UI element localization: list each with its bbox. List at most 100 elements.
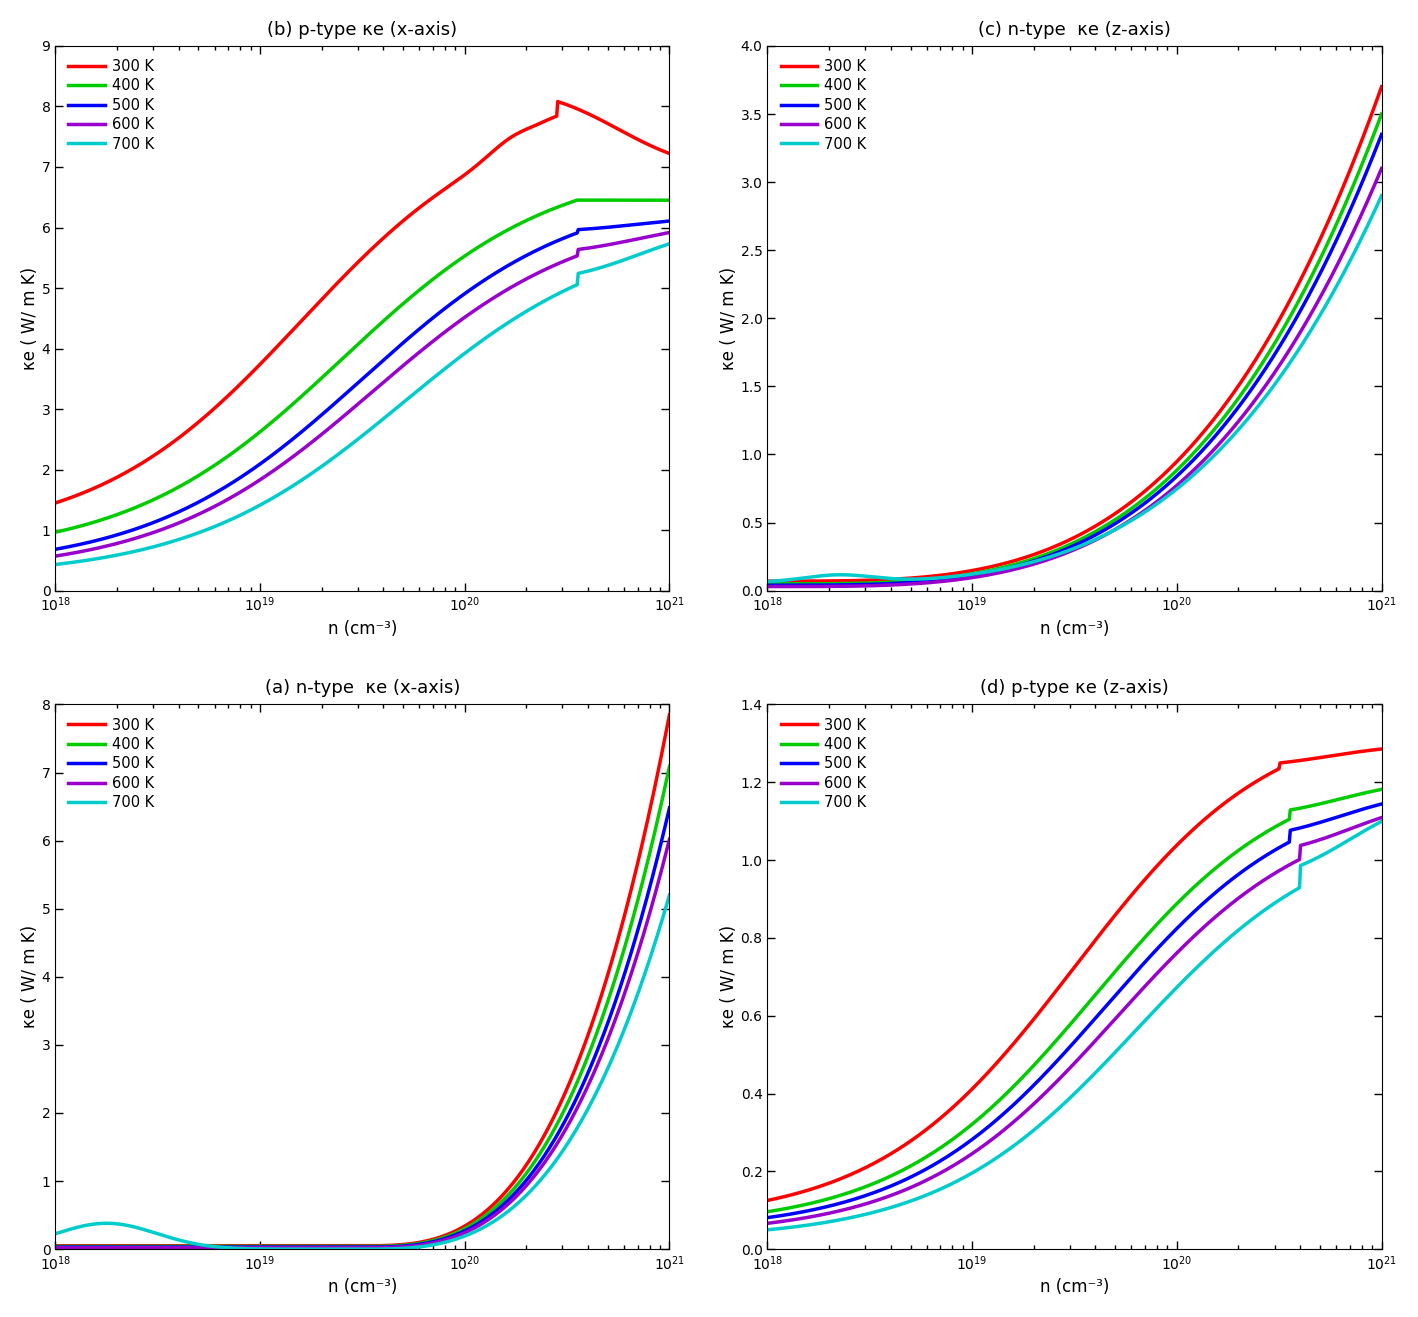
600 K xyxy=(1037,553,1054,569)
600 K xyxy=(868,578,885,594)
500 K xyxy=(1221,873,1238,889)
600 K xyxy=(1373,810,1390,826)
700 K xyxy=(1168,979,1185,994)
600 K xyxy=(1120,514,1137,529)
Line: 400 K: 400 K xyxy=(767,789,1381,1212)
300 K xyxy=(1120,890,1137,906)
700 K xyxy=(868,569,885,585)
500 K xyxy=(204,486,221,502)
400 K xyxy=(457,1221,474,1237)
400 K xyxy=(1120,502,1137,518)
600 K xyxy=(204,499,221,515)
600 K xyxy=(1221,424,1238,440)
700 K xyxy=(917,1188,934,1204)
400 K xyxy=(868,574,885,590)
400 K xyxy=(661,759,678,774)
Line: 600 K: 600 K xyxy=(55,839,669,1247)
300 K xyxy=(204,1238,221,1254)
500 K xyxy=(156,511,173,527)
500 K xyxy=(759,1210,776,1226)
300 K xyxy=(1168,453,1185,469)
600 K xyxy=(1120,996,1137,1011)
500 K xyxy=(868,1184,885,1200)
700 K xyxy=(354,1241,372,1256)
Y-axis label: κe ( W/ m K): κe ( W/ m K) xyxy=(21,926,38,1029)
400 K xyxy=(1168,462,1185,478)
300 K xyxy=(868,1154,885,1169)
500 K xyxy=(1120,507,1137,523)
300 K xyxy=(156,1238,173,1254)
700 K xyxy=(204,1238,221,1254)
700 K xyxy=(325,1241,342,1256)
700 K xyxy=(156,536,173,552)
600 K xyxy=(325,1239,342,1255)
Line: 700 K: 700 K xyxy=(55,244,669,565)
600 K xyxy=(1037,1085,1054,1101)
300 K xyxy=(661,146,678,162)
Legend: 300 K, 400 K, 500 K, 600 K, 700 K: 300 K, 400 K, 500 K, 600 K, 700 K xyxy=(62,711,160,817)
400 K xyxy=(1037,1044,1054,1060)
700 K xyxy=(325,450,342,466)
Line: 400 K: 400 K xyxy=(55,200,669,532)
300 K xyxy=(1037,997,1054,1013)
Legend: 300 K, 400 K, 500 K, 600 K, 700 K: 300 K, 400 K, 500 K, 600 K, 700 K xyxy=(62,53,160,158)
Legend: 300 K, 400 K, 500 K, 600 K, 700 K: 300 K, 400 K, 500 K, 600 K, 700 K xyxy=(774,53,872,158)
400 K xyxy=(47,524,64,540)
600 K xyxy=(1168,477,1185,493)
500 K xyxy=(325,1239,342,1255)
300 K xyxy=(156,441,173,457)
700 K xyxy=(759,574,776,590)
400 K xyxy=(1221,402,1238,417)
Line: 400 K: 400 K xyxy=(767,115,1381,583)
400 K xyxy=(156,487,173,503)
700 K xyxy=(47,557,64,573)
700 K xyxy=(759,1222,776,1238)
700 K xyxy=(661,888,678,903)
300 K xyxy=(457,1218,474,1234)
300 K xyxy=(759,573,776,589)
700 K xyxy=(458,1227,475,1243)
400 K xyxy=(509,217,526,233)
300 K xyxy=(509,1169,526,1185)
500 K xyxy=(509,252,526,267)
400 K xyxy=(661,192,678,208)
400 K xyxy=(1120,947,1137,963)
Legend: 300 K, 400 K, 500 K, 600 K, 700 K: 300 K, 400 K, 500 K, 600 K, 700 K xyxy=(774,711,872,817)
400 K xyxy=(325,360,342,375)
700 K xyxy=(661,236,678,252)
Line: 600 K: 600 K xyxy=(767,818,1381,1223)
500 K xyxy=(1168,468,1185,483)
Line: 500 K: 500 K xyxy=(55,807,669,1247)
600 K xyxy=(457,1225,474,1241)
Title: (d) p-type κe (z-axis): (d) p-type κe (z-axis) xyxy=(980,680,1168,697)
700 K xyxy=(1221,930,1238,946)
300 K xyxy=(1373,741,1390,757)
500 K xyxy=(868,577,885,593)
Y-axis label: κe ( W/ m K): κe ( W/ m K) xyxy=(720,267,737,370)
500 K xyxy=(408,323,425,338)
600 K xyxy=(325,417,342,433)
Line: 700 K: 700 K xyxy=(55,896,669,1249)
500 K xyxy=(1120,972,1137,988)
500 K xyxy=(1168,919,1185,935)
300 K xyxy=(1120,495,1137,511)
400 K xyxy=(1373,107,1390,122)
600 K xyxy=(1168,944,1185,960)
500 K xyxy=(917,1162,934,1177)
600 K xyxy=(408,1238,425,1254)
Title: (b) p-type κe (x-axis): (b) p-type κe (x-axis) xyxy=(268,21,458,38)
500 K xyxy=(204,1239,221,1255)
300 K xyxy=(47,1238,64,1254)
700 K xyxy=(1037,1113,1054,1129)
300 K xyxy=(509,125,526,141)
Line: 300 K: 300 K xyxy=(55,101,669,503)
600 K xyxy=(661,831,678,847)
Title: (c) n-type  κe (z-axis): (c) n-type κe (z-axis) xyxy=(978,21,1171,38)
400 K xyxy=(1168,896,1185,911)
Line: 600 K: 600 K xyxy=(55,233,669,556)
500 K xyxy=(47,1239,64,1255)
400 K xyxy=(1037,547,1054,562)
500 K xyxy=(509,1183,526,1198)
600 K xyxy=(1221,897,1238,913)
500 K xyxy=(759,577,776,593)
